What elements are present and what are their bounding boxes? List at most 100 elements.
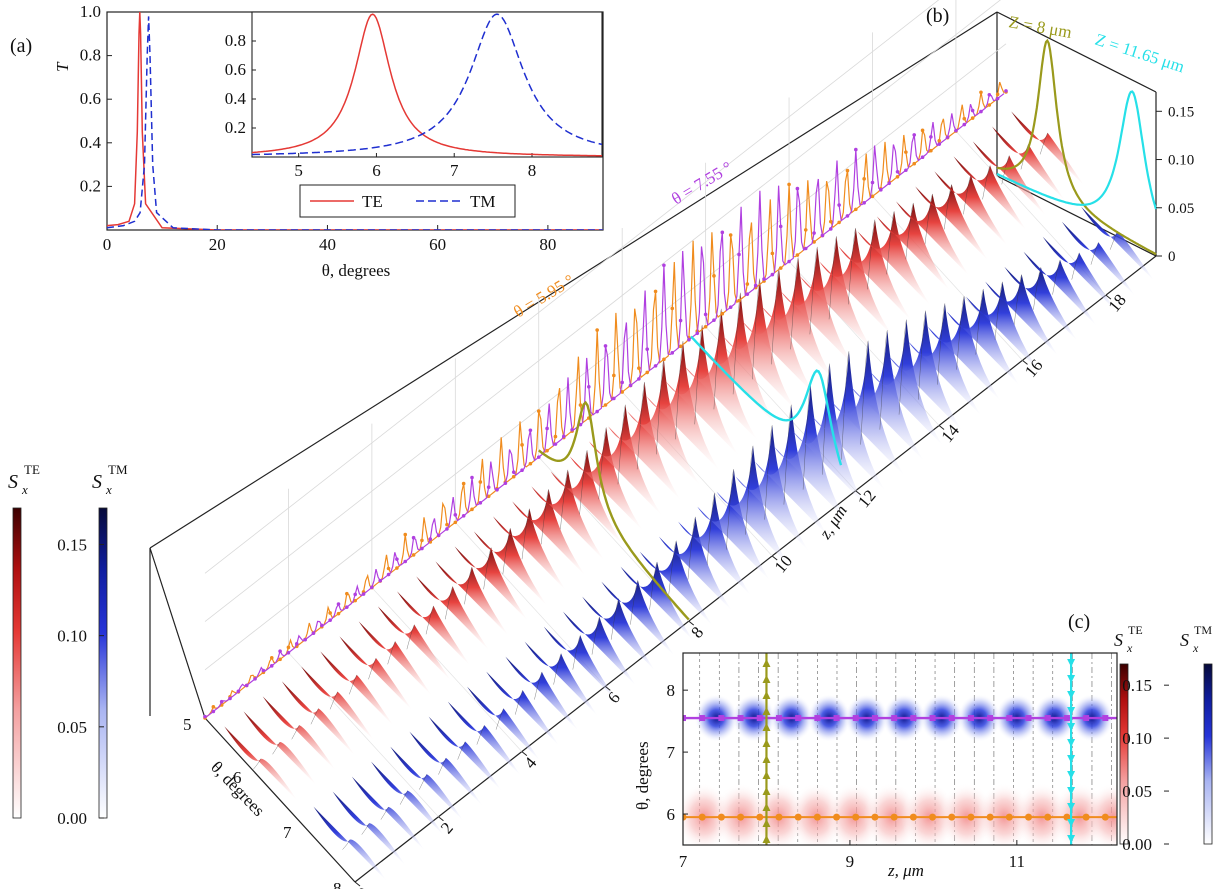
ridge-te-back-marker — [929, 148, 933, 153]
panel-b: (b) 024681012141618567800.050.100.15 θ =… — [149, 0, 1194, 889]
a-ytick-label: 0.2 — [80, 176, 101, 195]
ridge-te-back-marker — [553, 434, 558, 439]
z-tick-mark — [521, 751, 528, 756]
surface-contour — [790, 257, 799, 350]
ridge-te-back-marker — [461, 481, 466, 486]
c-tm-marker — [929, 715, 936, 722]
ridge-tm-back-marker — [370, 585, 374, 590]
ridge-te-back-marker — [478, 480, 483, 484]
c-te-marker — [794, 813, 802, 821]
ridge-te-back-marker — [803, 228, 808, 232]
z-tick-label: 12 — [854, 486, 879, 511]
a-ytick-label: 1.0 — [80, 2, 101, 21]
z-tick-label: 6 — [604, 688, 624, 707]
ridge-te-back-marker — [987, 103, 992, 107]
surface-contour — [924, 193, 933, 245]
panel-c-xlabel: z, μm — [887, 861, 924, 880]
ridge-te-back-marker — [645, 370, 650, 375]
inset-legend: TE TM — [299, 184, 516, 218]
surface-peak — [953, 156, 1027, 231]
c-ytick-label: 7 — [667, 743, 676, 762]
c-tm-marker — [737, 715, 744, 722]
theta-tick-label: 5 — [183, 715, 192, 734]
ridge-tm-back-marker — [637, 377, 641, 381]
surface-contour — [886, 211, 895, 275]
surface-peak — [665, 324, 739, 456]
cb-right-te-sub: x — [1126, 641, 1133, 655]
ridge-tm-back-marker — [278, 649, 282, 654]
ridge-tm-back-marker — [762, 277, 766, 281]
ridge-tm-back-marker — [453, 513, 458, 517]
colorbar-tick-label: 0.15 — [57, 535, 87, 554]
surface-contour — [1001, 155, 1010, 185]
surface-peak — [281, 681, 355, 756]
z-tick-label: 2 — [437, 819, 457, 838]
annotation-z8: Z = 8 μm — [1007, 12, 1073, 42]
grid-line-floor — [872, 196, 1023, 361]
ridge-tm-back-marker — [770, 272, 775, 277]
surface-peak — [332, 791, 406, 866]
surface-contour — [540, 489, 549, 545]
surface-peak — [454, 546, 528, 621]
surface-peak — [889, 310, 963, 431]
c-z1165-marker — [1067, 771, 1076, 779]
panel-c: (c) 7 9 11 6 7 8 θ, degrees z, μm — [633, 611, 1118, 880]
surface-contour — [905, 202, 914, 260]
surface-contour — [879, 330, 888, 430]
ridge-te-back-marker — [286, 645, 291, 650]
ridge-tm-back-marker — [820, 233, 825, 238]
c-ytick-label: 8 — [667, 681, 676, 700]
c-tm-marker — [1044, 715, 1051, 722]
c-te-marker — [1005, 813, 1013, 821]
surface-contour — [668, 540, 677, 595]
surface-peak — [870, 319, 944, 446]
ridge-tm-back-marker — [303, 637, 307, 642]
colorbar-right-te: S x TE — [1114, 623, 1143, 845]
ridge-tm-back-marker — [553, 442, 558, 446]
ridge-tm-back-marker — [828, 227, 833, 231]
c-te-marker — [852, 813, 860, 821]
c-tm-marker — [683, 715, 686, 722]
inset-xtick-label: 6 — [372, 161, 381, 180]
surface-peak — [684, 308, 758, 441]
panel-a-ticks: 0 20 40 60 80 0.2 0.4 0.6 0.8 1.0 — [80, 2, 557, 254]
s-tick-label: 0.05 — [1168, 201, 1194, 217]
ridge-te-back-marker — [787, 182, 791, 187]
c-te-marker — [909, 813, 917, 821]
surface-contour — [630, 580, 639, 625]
surface-peak — [697, 469, 771, 581]
surface-contour — [1013, 274, 1022, 325]
surface-peak — [601, 580, 675, 656]
surface-contour — [1033, 267, 1042, 310]
ridge-te-back-marker — [345, 591, 349, 596]
surface-peak — [512, 489, 586, 576]
c-z8-marker — [762, 787, 771, 795]
colorbar-right-ticks: 0.00 0.05 0.10 0.15 — [1122, 676, 1169, 854]
c-tm-marker — [852, 715, 859, 722]
ridge-tm-back-marker — [511, 470, 516, 474]
z-tick-mark — [1105, 294, 1112, 300]
a-ytick-label: 0.8 — [80, 46, 101, 65]
ridge-te-back-marker — [470, 507, 474, 512]
surface-peak — [735, 425, 809, 551]
surface-peak — [1023, 251, 1097, 326]
ridge-tm-back-marker — [987, 93, 992, 97]
surface-contour — [419, 774, 428, 790]
surface-contour — [822, 363, 831, 475]
ridge-tm-back-marker — [695, 331, 700, 336]
ridge-te-back-marker — [737, 298, 741, 303]
ridge-tm-back-marker — [712, 318, 716, 323]
surface-contour — [841, 351, 850, 460]
legend-tm-label: TM — [470, 192, 496, 211]
ridge-tm-back-marker — [311, 631, 316, 636]
ridge-te-back-marker — [545, 448, 549, 453]
ridge-te-back-marker — [678, 344, 683, 349]
annotation-z1165: Z = 11.65 μm — [1093, 30, 1187, 77]
colorbar-left-tm-bar — [98, 507, 108, 819]
colorbar-tick-label: 0.00 — [57, 809, 87, 828]
ridge-te-back-marker — [854, 207, 858, 212]
surface-contour — [444, 586, 453, 620]
c-z1165-marker — [1067, 787, 1076, 795]
panel-b-label: (b) — [926, 5, 949, 27]
surface-contour — [310, 708, 319, 725]
